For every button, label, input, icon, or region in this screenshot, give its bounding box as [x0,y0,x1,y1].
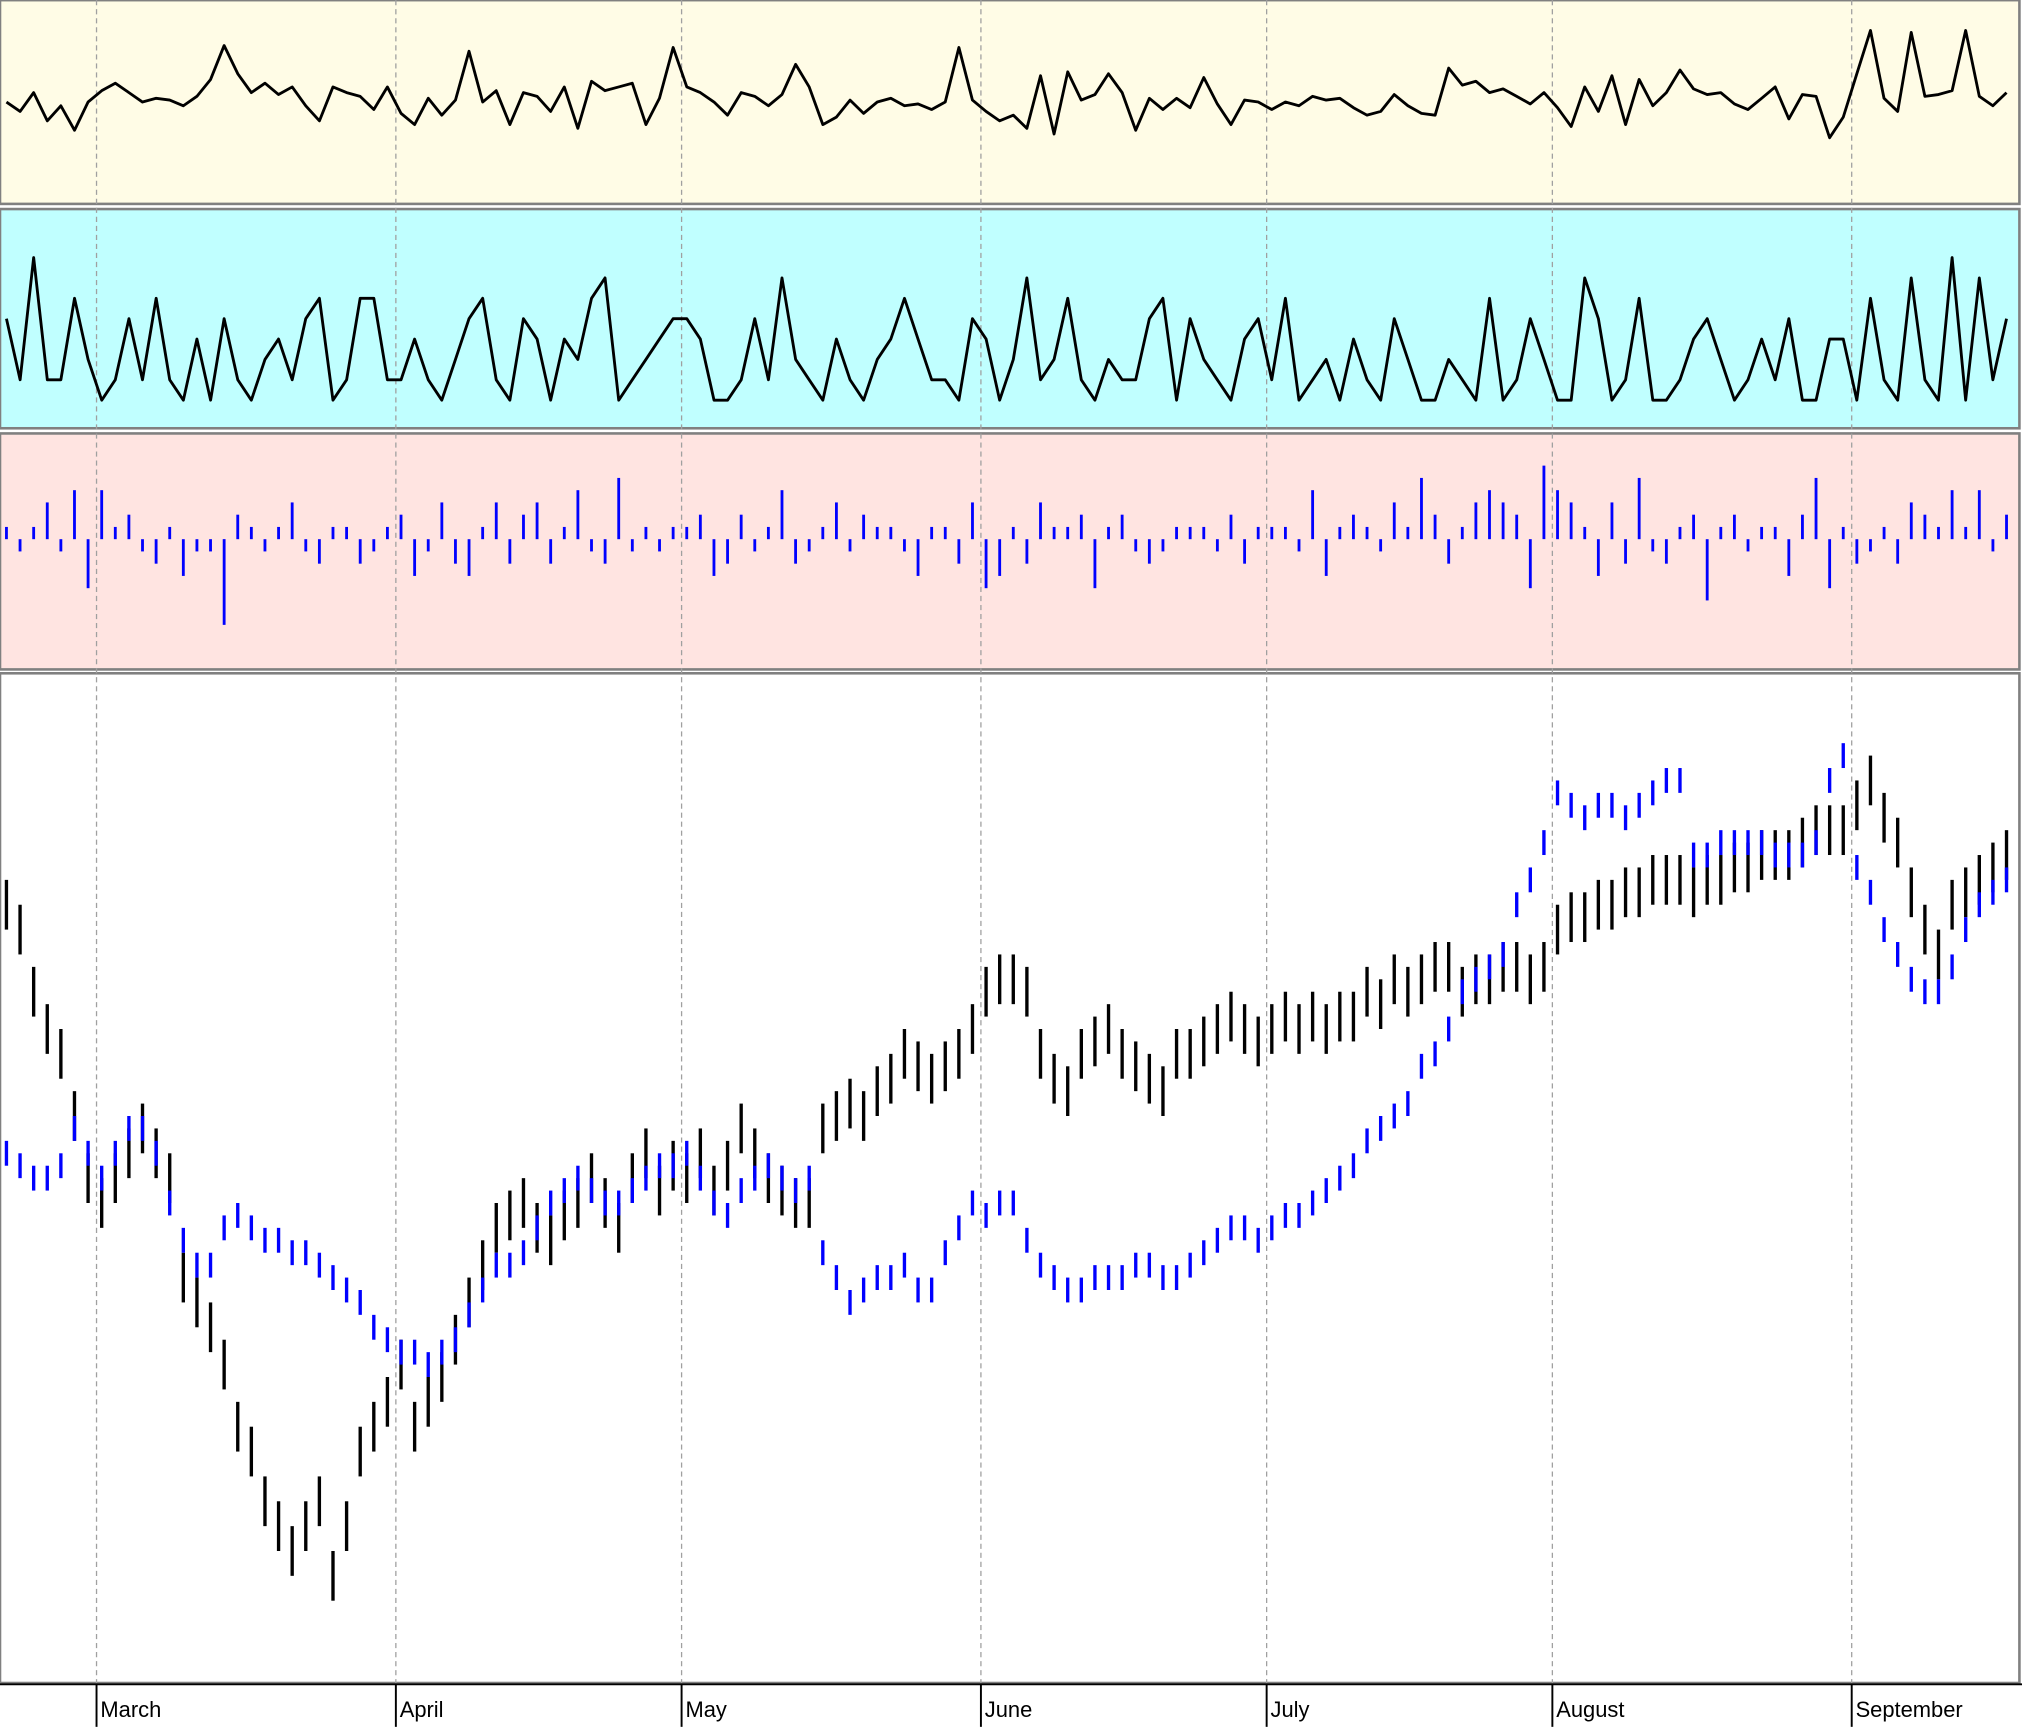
indicator-line [5,29,2008,140]
panel-background [0,207,2021,430]
indicator-line [5,256,2008,402]
grid [95,0,1853,1684]
x-tick-label: July [1271,1697,1310,1722]
x-tick-label: March [100,1697,161,1722]
x-tick-label: August [1556,1697,1624,1722]
panel-background [0,0,2021,206]
x-axis: March April May June July August September [0,1683,2022,1727]
x-tick-label: September [1856,1697,1963,1722]
x-tick-label: May [685,1697,726,1722]
x-tick-label: April [400,1697,444,1722]
backgrounds [0,0,2021,1685]
panel-background [0,432,2021,671]
x-tick-label: June [985,1697,1033,1722]
panel-background [0,672,2021,1685]
marks [4,29,2009,1601]
